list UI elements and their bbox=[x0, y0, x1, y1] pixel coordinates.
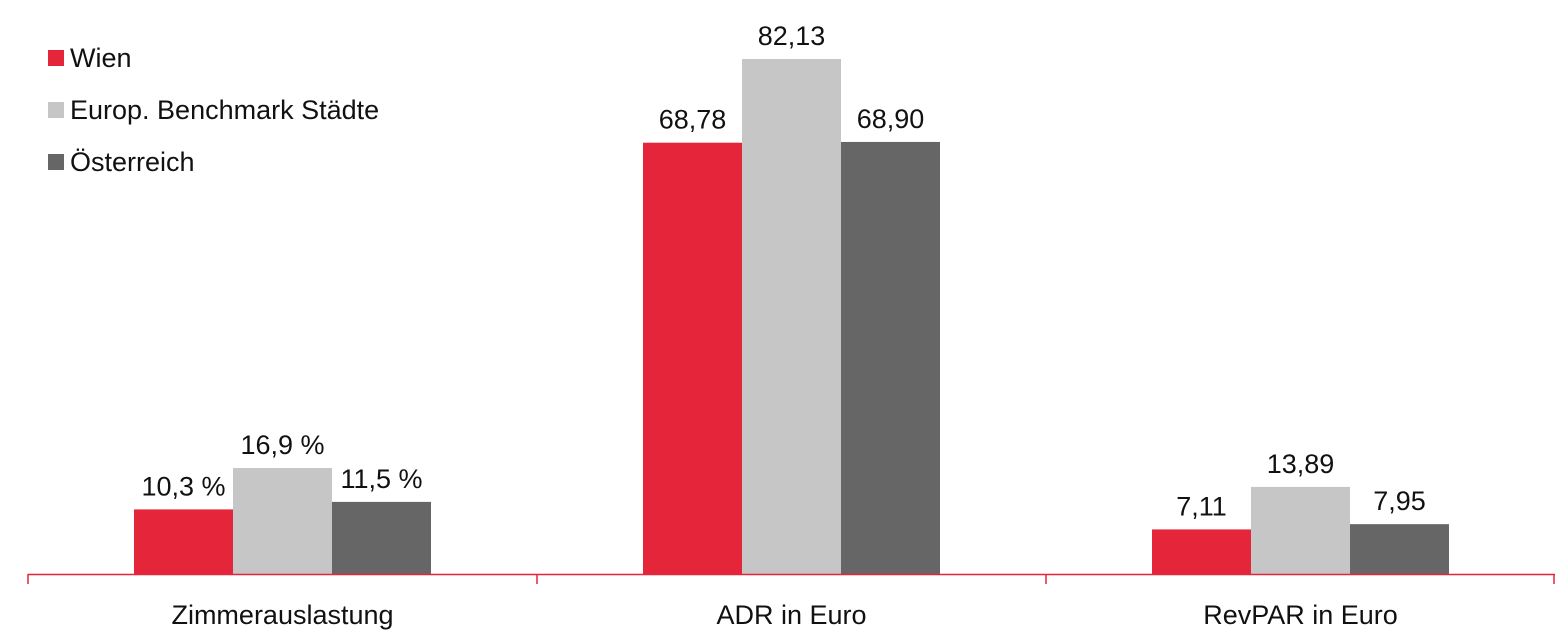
bar-zimmerauslastung-series-2 bbox=[332, 501, 431, 574]
data-label: 13,89 bbox=[1267, 449, 1335, 479]
x-tick-label: RevPAR in Euro bbox=[1203, 600, 1398, 630]
data-label: 16,9 % bbox=[240, 430, 324, 460]
data-label: 68,78 bbox=[659, 105, 727, 135]
bar-revpar-in-euro-series-2 bbox=[1350, 524, 1449, 574]
data-labels-layer: 10,3 % 16,9 % 11,5 % 68,78 82,13 68,90 7,11 13,… bbox=[141, 21, 1425, 521]
data-label: 11,5 % bbox=[340, 464, 422, 494]
bar-zimmerauslastung-series-1 bbox=[233, 468, 332, 574]
legend-label-europ-benchmark: Europ. Benchmark Städte bbox=[70, 94, 380, 125]
data-label: 68,90 bbox=[857, 104, 925, 134]
bar-revpar-in-euro-series-0 bbox=[1152, 529, 1251, 574]
data-label: 7,95 bbox=[1373, 486, 1426, 516]
bar-adr-in-euro-series-2 bbox=[841, 141, 940, 574]
bar-adr-in-euro-series-0 bbox=[643, 142, 742, 574]
bars-layer bbox=[134, 59, 1449, 574]
x-axis bbox=[27, 573, 1555, 584]
legend-swatch-oesterreich bbox=[48, 154, 64, 170]
legend-swatch-wien bbox=[48, 50, 64, 66]
legend-item-europ-benchmark: Europ. Benchmark Städte bbox=[48, 84, 379, 136]
legend-swatch-europ-benchmark bbox=[48, 102, 64, 118]
legend-label-oesterreich: Österreich bbox=[70, 146, 195, 177]
data-label: 82,13 bbox=[758, 21, 826, 51]
bar-zimmerauslastung-series-0 bbox=[134, 509, 233, 574]
bar-revpar-in-euro-series-1 bbox=[1251, 486, 1350, 574]
legend: Wien Europ. Benchmark Städte Österreich bbox=[48, 32, 379, 188]
legend-item-wien: Wien bbox=[48, 32, 379, 84]
data-label: 7,11 bbox=[1176, 491, 1227, 521]
legend-label-wien: Wien bbox=[70, 42, 132, 73]
bar-adr-in-euro-series-1 bbox=[742, 59, 841, 574]
x-tick-labels: Zimmerauslastung ADR in Euro RevPAR in Eur… bbox=[171, 600, 1397, 630]
legend-item-oesterreich: Österreich bbox=[48, 136, 379, 188]
data-label: 10,3 % bbox=[141, 471, 225, 501]
x-tick-label: ADR in Euro bbox=[716, 600, 866, 630]
x-tick-label: Zimmerauslastung bbox=[171, 600, 393, 630]
